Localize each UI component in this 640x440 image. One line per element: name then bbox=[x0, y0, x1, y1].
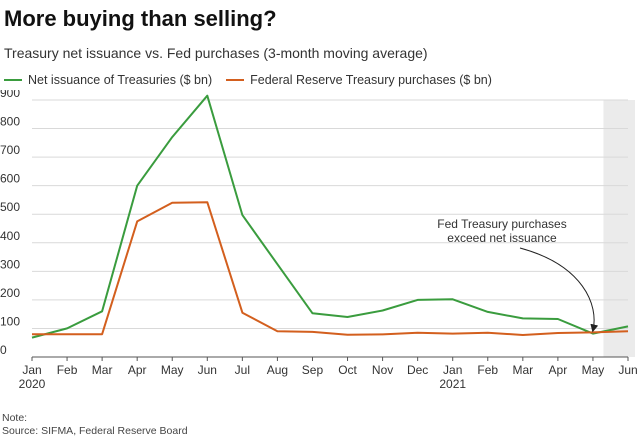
x-tick-label: Mar bbox=[512, 363, 533, 377]
x-tick-label: Feb bbox=[477, 363, 498, 377]
y-tick-label: 200 bbox=[0, 286, 20, 300]
y-tick-label: 300 bbox=[0, 257, 20, 271]
x-tick-label: Apr bbox=[549, 363, 568, 377]
y-tick-label: 0 bbox=[0, 343, 7, 357]
annotation-text: Fed Treasury purchases bbox=[437, 217, 566, 231]
x-tick-label: Jan bbox=[22, 363, 41, 377]
x-tick-label: Apr bbox=[128, 363, 147, 377]
series-line-issuance bbox=[31, 94, 629, 339]
x-tick-label: Nov bbox=[372, 363, 393, 377]
legend-swatch-fed bbox=[226, 79, 245, 81]
legend-swatch-issuance bbox=[4, 79, 22, 81]
x-tick-label: May bbox=[582, 363, 605, 377]
annotation-text: exceed net issuance bbox=[447, 231, 557, 245]
y-tick-label: 900 bbox=[0, 90, 20, 100]
x-tick-label: Sep bbox=[302, 363, 324, 377]
y-tick-label: 400 bbox=[0, 229, 20, 243]
legend-label-issuance: Net issuance of Treasuries ($ bn) bbox=[28, 73, 213, 87]
x-tick-label: Jan bbox=[443, 363, 462, 377]
legend-item-issuance: Net issuance of Treasuries ($ bn) bbox=[4, 73, 212, 87]
x-tick-label: Feb bbox=[57, 363, 78, 377]
x-tick-label: Aug bbox=[267, 363, 288, 377]
y-tick-label: 500 bbox=[0, 200, 20, 214]
x-tick-label: Mar bbox=[92, 363, 113, 377]
y-tick-label: 100 bbox=[0, 314, 20, 328]
highlight-band bbox=[603, 100, 636, 357]
x-tick-label: Dec bbox=[407, 363, 428, 377]
series-line-fed bbox=[32, 201, 629, 336]
legend: Net issuance of Treasuries ($ bn) Federa… bbox=[4, 73, 506, 87]
legend-label-fed: Federal Reserve Treasury purchases ($ bn… bbox=[250, 73, 492, 87]
x-tick-label: Jun bbox=[618, 363, 637, 377]
x-year-label: 2020 bbox=[19, 377, 46, 390]
line-chart: 0 100 200 300 400 500 600 700 800 900 Jan Feb Mar Apr… bbox=[0, 90, 638, 390]
x-tick-label: May bbox=[161, 363, 184, 377]
legend-item-fed: Federal Reserve Treasury purchases ($ bn… bbox=[226, 73, 492, 87]
y-tick-label: 800 bbox=[0, 115, 20, 129]
footer-source: Source: SIFMA, Federal Reserve Board bbox=[2, 425, 188, 437]
x-tick-label: Jul bbox=[235, 363, 250, 377]
y-tick-label: 600 bbox=[0, 172, 20, 186]
annotation-arrow bbox=[519, 247, 599, 333]
x-year-label: 2021 bbox=[439, 377, 466, 390]
chart-title: More buying than selling? bbox=[4, 6, 277, 31]
chart-subtitle: Treasury net issuance vs. Fed purchases … bbox=[4, 45, 428, 61]
footer-note: Note: bbox=[2, 412, 28, 424]
x-tick-label: Jun bbox=[198, 363, 217, 377]
x-tick-label: Oct bbox=[338, 363, 357, 377]
y-tick-label: 700 bbox=[0, 143, 20, 157]
